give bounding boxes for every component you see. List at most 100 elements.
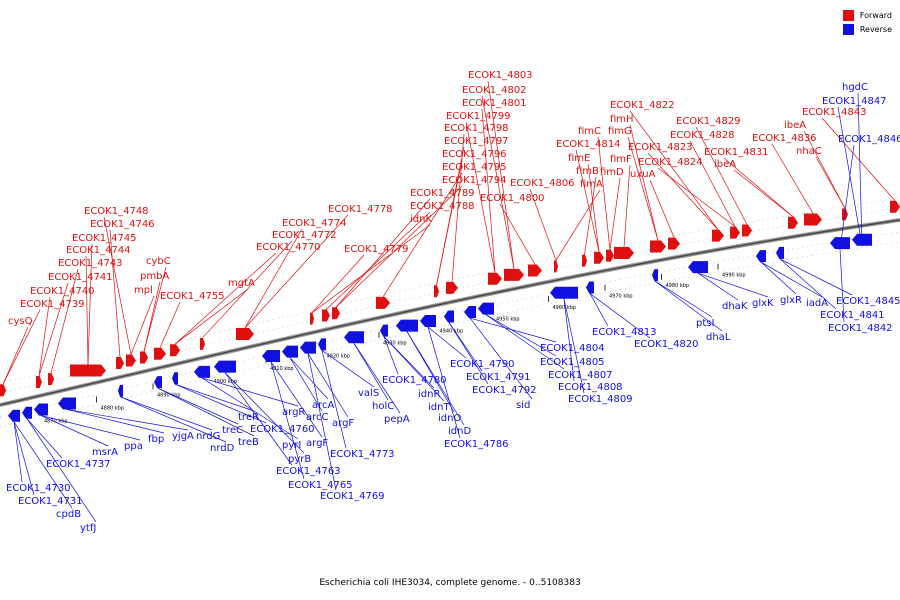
reverse-gene-label: nrdG — [196, 431, 220, 442]
reverse-gene-label: idnD — [448, 426, 471, 437]
forward-gene-label: ECOK1_4755 — [160, 291, 225, 302]
reverse-gene-label: ECOK1_4813 — [592, 327, 657, 338]
forward-leader-line — [325, 211, 431, 310]
reverse-gene-label: ECOK1_4845 — [836, 296, 900, 307]
reverse-leader-line — [26, 418, 63, 459]
forward-gene-block — [310, 312, 314, 325]
forward-leader-line — [657, 167, 736, 227]
forward-leader-line — [481, 95, 515, 269]
reverse-gene-label: ECOK1_4842 — [828, 323, 893, 334]
forward-leader-line — [629, 110, 719, 230]
forward-leader-line — [244, 214, 349, 329]
reverse-gene-block — [550, 286, 578, 299]
reverse-leader-line — [13, 421, 35, 496]
forward-leader-line — [244, 228, 303, 329]
forward-gene-label: ECOK1_4741 — [48, 272, 113, 283]
reverse-gene-label: iadA — [806, 298, 828, 309]
reverse-gene-block — [8, 409, 20, 422]
forward-gene-label: ECOK1_4798 — [444, 123, 509, 134]
reverse-leader-line — [40, 415, 109, 447]
reverse-gene-label: pyrI — [282, 440, 301, 451]
forward-gene-block — [554, 260, 558, 273]
forward-gene-label: ECOK1_4822 — [610, 100, 675, 111]
forward-gene-block — [504, 268, 524, 281]
reverse-gene-block — [282, 345, 298, 358]
reverse-leader-line — [837, 106, 863, 246]
forward-gene-label: ECOK1_4806 — [510, 178, 575, 189]
reverse-leader-line — [654, 280, 723, 332]
reverse-leader-line — [839, 144, 855, 250]
reverse-gene-label: glxR — [780, 295, 802, 306]
reverse-gene-label: argR — [282, 407, 305, 418]
reverse-gene-label: ECOK1_4809 — [568, 394, 633, 405]
reverse-leader-line — [40, 415, 141, 441]
reverse-leader-line — [289, 357, 329, 400]
guide-rail — [0, 241, 900, 428]
reverse-leader-line — [270, 361, 305, 480]
forward-leader-line — [103, 216, 132, 355]
forward-gene-label: ECOK1_4803 — [468, 70, 533, 81]
forward-gene-block — [488, 272, 502, 285]
reverse-gene-label: ECOK1_4790 — [450, 359, 515, 370]
forward-gene-label: ECOK1_4789 — [410, 188, 475, 199]
tick-label: 4870 kbp — [44, 419, 68, 425]
reverse-gene-label: ECOK1_4808 — [558, 382, 623, 393]
forward-gene-label: cysQ — [8, 316, 33, 327]
reverse-leader-line — [353, 343, 401, 414]
forward-gene-label: ECOK1_4797 — [444, 136, 509, 147]
reverse-leader-line — [13, 421, 73, 509]
reverse-gene-label: ECOK1_4791 — [466, 372, 531, 383]
reverse-gene-label: argF — [332, 418, 354, 429]
reverse-leader-line — [779, 258, 837, 310]
reverse-leader-line — [469, 317, 557, 343]
reverse-leader-line — [353, 343, 389, 401]
reverse-gene-block — [688, 261, 708, 274]
reverse-gene-label: cpdB — [56, 509, 81, 520]
reverse-gene-block — [58, 397, 76, 410]
tick-label: 4950 kbp — [496, 316, 520, 322]
reverse-gene-label: ECOK1_4846 — [838, 134, 900, 145]
reverse-gene-block — [586, 281, 594, 294]
reverse-gene-block — [344, 331, 364, 344]
forward-gene-label: ECOK1_4772 — [272, 230, 337, 241]
reverse-gene-label: ECOK1_4805 — [540, 357, 605, 368]
reverse-leader-line — [66, 409, 189, 431]
reverse-gene-label: ECOK1_4737 — [46, 459, 111, 470]
reverse-leader-line — [760, 261, 823, 298]
tick-label: 4930 kbp — [383, 341, 407, 347]
forward-gene-block — [446, 281, 458, 294]
tick-label: 4920 kbp — [327, 353, 351, 359]
gene-blocks — [0, 200, 900, 422]
reverse-gene-block — [444, 310, 454, 323]
forward-leader-line — [555, 189, 601, 261]
forward-gene-block — [730, 226, 740, 239]
reverse-gene-block — [118, 384, 123, 397]
forward-gene-block — [70, 364, 106, 377]
reverse-gene-label: treB — [238, 437, 259, 448]
forward-gene-block — [668, 237, 680, 250]
forward-gene-label: ECOK1_4739 — [20, 299, 85, 310]
reverse-leader-line — [321, 350, 347, 449]
forward-gene-label: ibeA — [714, 159, 736, 170]
reverse-gene-block — [756, 250, 766, 263]
forward-gene-label: ECOK1_4748 — [84, 206, 149, 217]
reverse-gene-label: nrdD — [210, 443, 235, 454]
reverse-gene-label: arcA — [312, 400, 335, 411]
reverse-gene-label: dhaL — [706, 332, 731, 343]
reverse-leader-line — [270, 361, 323, 438]
reverse-leader-line — [289, 357, 323, 412]
reverse-leader-line — [563, 298, 585, 394]
reverse-gene-block — [214, 360, 236, 373]
reverse-gene-block — [22, 406, 32, 419]
forward-gene-label: fimE — [568, 153, 590, 164]
legend-reverse-label: Reverse — [859, 24, 892, 34]
forward-leader-line — [584, 176, 597, 255]
forward-gene-label: nhaC — [796, 146, 822, 157]
forward-leader-line — [649, 179, 675, 238]
forward-gene-label: ECOK1_4788 — [410, 201, 475, 212]
forward-leader-line — [771, 143, 814, 214]
reverse-gene-label: valS — [358, 388, 379, 399]
forward-gene-label: fimF — [610, 154, 632, 165]
reverse-gene-label: ECOK1_4820 — [634, 339, 699, 350]
forward-gene-label: mgtA — [228, 278, 255, 289]
